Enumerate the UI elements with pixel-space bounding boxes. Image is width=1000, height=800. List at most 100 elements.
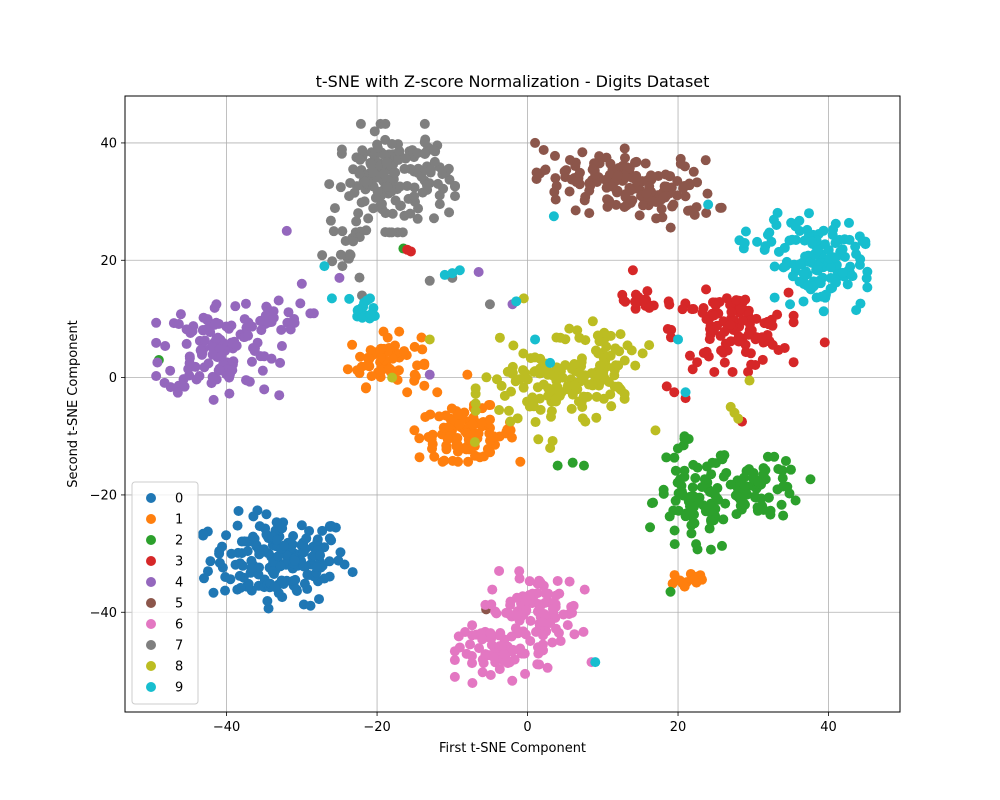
data-point <box>739 499 750 510</box>
data-point <box>254 521 265 532</box>
data-point <box>701 284 712 295</box>
data-point <box>314 594 325 605</box>
data-point <box>666 324 677 335</box>
data-point <box>845 261 856 272</box>
data-point <box>428 145 439 156</box>
data-point <box>375 343 386 354</box>
data-point <box>246 356 257 367</box>
data-point <box>605 350 616 361</box>
data-point <box>842 279 853 290</box>
data-point <box>361 295 372 306</box>
data-point <box>384 363 395 374</box>
data-point <box>520 629 531 640</box>
data-point <box>602 201 613 212</box>
data-point <box>449 655 460 666</box>
data-point <box>493 630 504 641</box>
data-point <box>453 456 464 467</box>
data-point <box>496 380 507 391</box>
data-point <box>434 199 445 210</box>
legend-marker <box>146 598 156 608</box>
data-point <box>692 544 703 555</box>
data-point <box>757 354 768 365</box>
data-point <box>429 156 440 167</box>
series-4 <box>151 225 518 405</box>
data-point <box>402 180 413 191</box>
data-point <box>205 327 216 338</box>
data-point <box>507 646 518 657</box>
data-point <box>198 573 209 584</box>
data-point <box>802 224 813 235</box>
data-point <box>249 345 260 356</box>
series-5 <box>481 137 727 615</box>
data-point <box>300 543 311 554</box>
data-point <box>335 182 346 193</box>
data-point <box>624 163 635 174</box>
data-point <box>381 157 392 168</box>
data-point <box>778 262 789 273</box>
data-point <box>547 637 558 648</box>
data-point <box>544 367 555 378</box>
data-point <box>619 152 630 163</box>
data-point <box>669 387 680 398</box>
data-point <box>405 208 416 219</box>
data-point <box>706 487 717 498</box>
data-point <box>663 296 674 307</box>
data-point <box>467 419 478 430</box>
data-point <box>357 312 368 323</box>
data-point <box>477 634 488 645</box>
x-tick-label: 0 <box>523 720 531 735</box>
data-point <box>263 603 274 614</box>
data-point <box>334 272 345 283</box>
data-point <box>784 235 795 246</box>
data-point <box>701 208 712 219</box>
data-point <box>203 358 214 369</box>
data-point <box>402 387 413 398</box>
legend-marker <box>146 682 156 692</box>
data-point <box>550 194 561 205</box>
data-point <box>521 604 532 615</box>
data-point <box>246 563 257 574</box>
data-point <box>319 573 330 584</box>
y-tick-label: 0 <box>109 371 117 386</box>
data-point <box>355 351 366 362</box>
data-point <box>862 282 873 293</box>
data-point <box>777 473 788 484</box>
data-point <box>184 358 195 369</box>
data-point <box>246 555 257 566</box>
data-point <box>634 210 645 221</box>
data-points <box>151 118 873 689</box>
data-point <box>543 383 554 394</box>
data-point <box>719 326 730 337</box>
data-point <box>288 530 299 541</box>
data-point <box>715 202 726 213</box>
data-point <box>325 215 336 226</box>
data-point <box>508 340 519 351</box>
data-point <box>679 581 690 592</box>
data-point <box>195 345 206 356</box>
data-point <box>355 118 366 129</box>
data-point <box>337 261 348 272</box>
data-point <box>661 181 672 192</box>
data-point <box>740 294 751 305</box>
data-point <box>726 306 737 317</box>
data-point <box>191 374 202 385</box>
data-point <box>668 199 679 210</box>
data-point <box>518 348 529 359</box>
data-point <box>538 144 549 155</box>
data-point <box>160 340 171 351</box>
data-point <box>376 352 387 363</box>
data-point <box>207 371 218 382</box>
data-point <box>277 523 288 534</box>
data-point <box>540 588 551 599</box>
data-point <box>432 387 443 398</box>
data-point <box>152 357 163 368</box>
data-point <box>737 315 748 326</box>
data-point <box>281 225 292 236</box>
data-point <box>409 191 420 202</box>
data-point <box>570 205 581 216</box>
data-point <box>548 211 559 222</box>
data-point <box>336 144 347 155</box>
data-point <box>434 190 445 201</box>
data-point <box>545 618 556 629</box>
data-point <box>276 575 287 586</box>
